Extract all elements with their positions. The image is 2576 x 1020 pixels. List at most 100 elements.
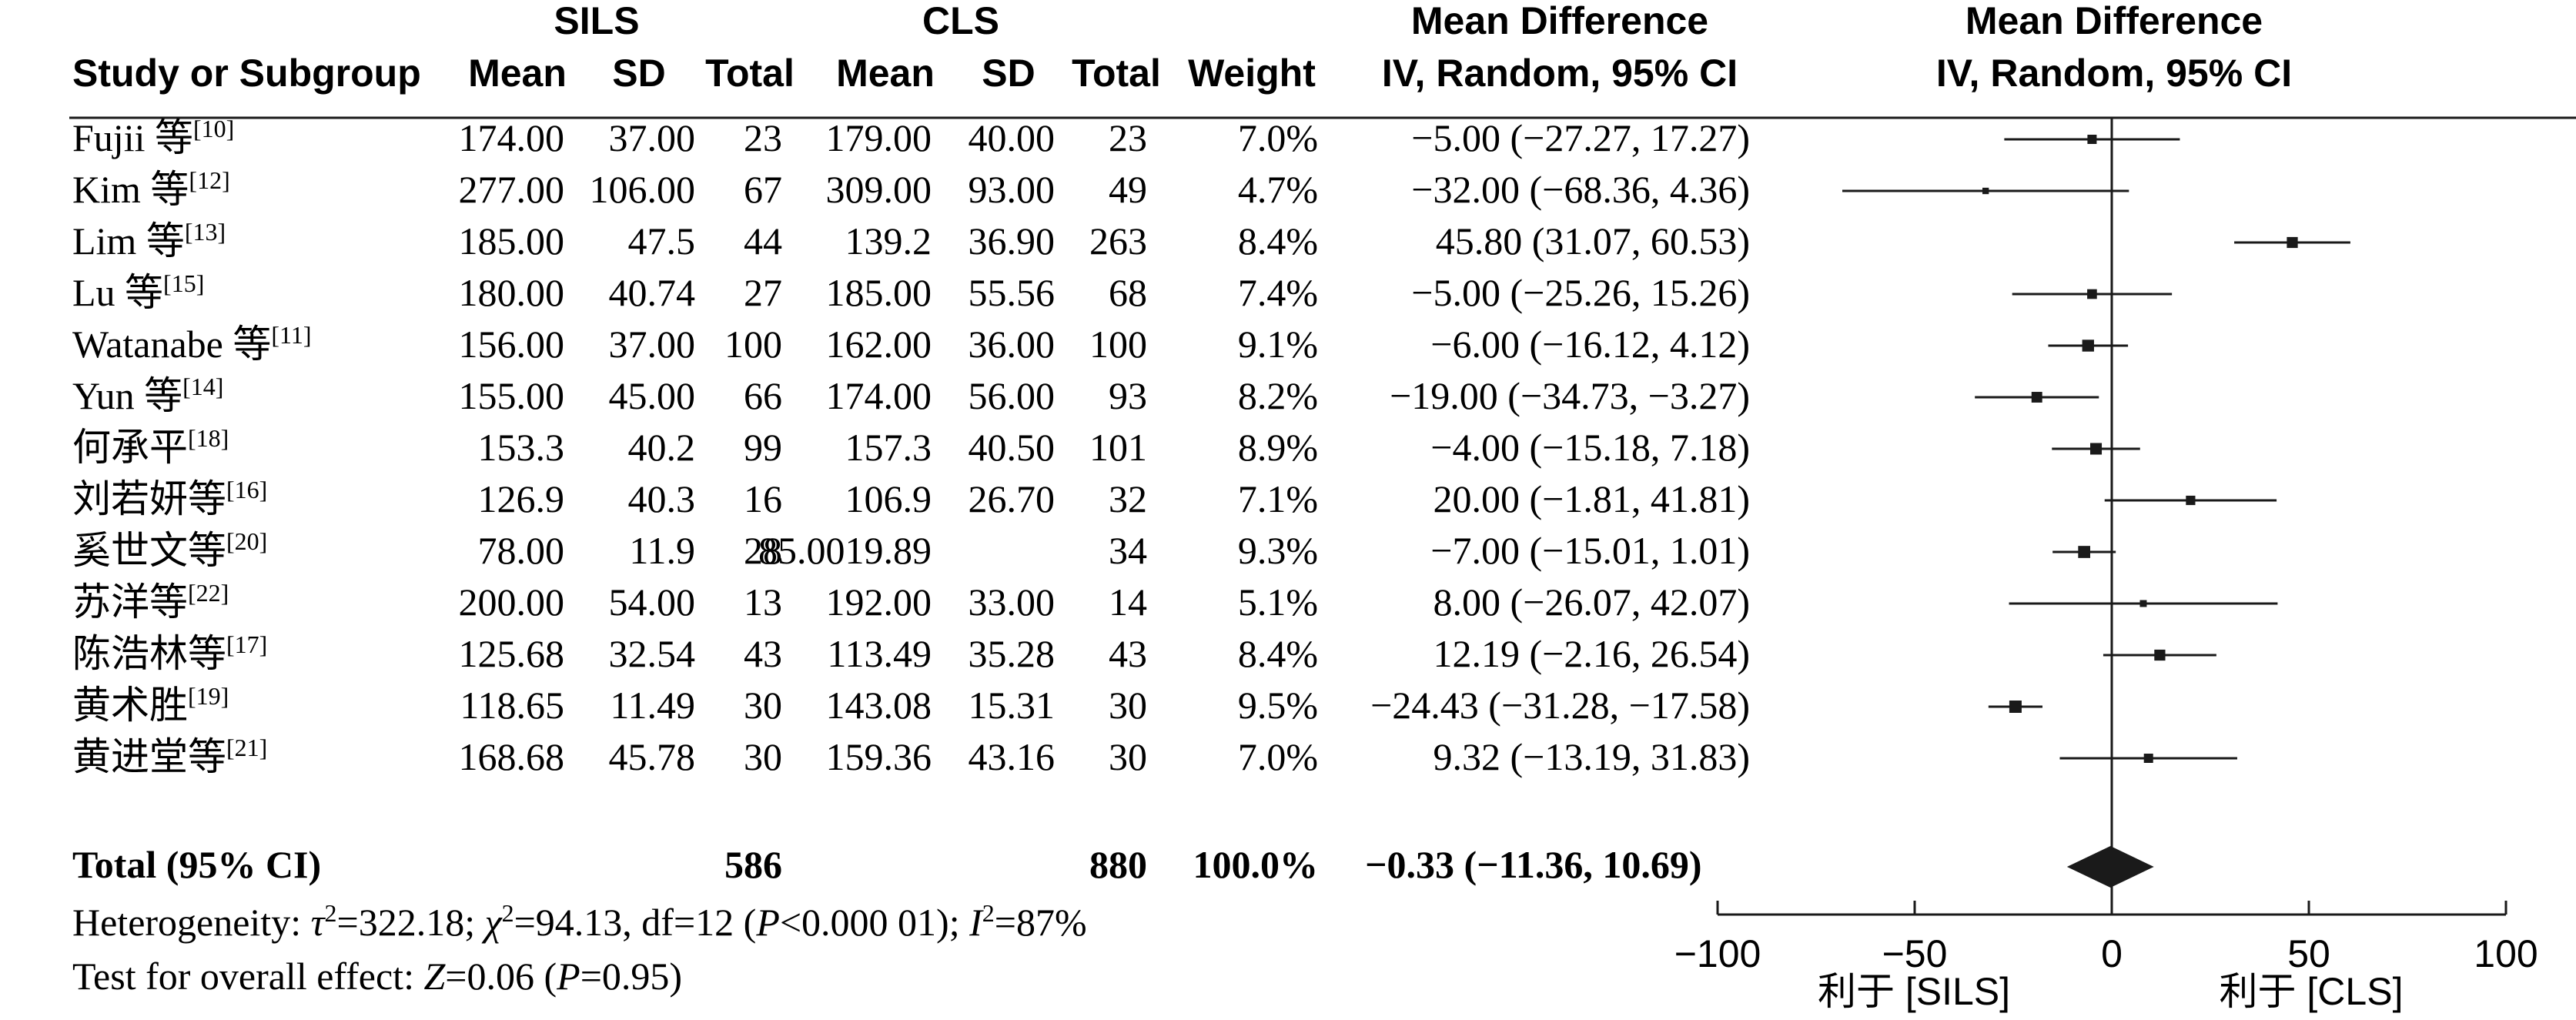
x-tick-label: −100 bbox=[1674, 932, 1761, 975]
sils-total-cell: 28 bbox=[744, 529, 782, 572]
weight-cell: 8.9% bbox=[1238, 426, 1318, 469]
sils-total-cell: 13 bbox=[744, 580, 782, 624]
cls-total-cell: 34 bbox=[1109, 529, 1147, 572]
heterogeneity-text: Heterogeneity: τ2=322.18; χ2=94.13, df=1… bbox=[72, 899, 1087, 944]
cls-sd-cell: 36.00 bbox=[969, 323, 1055, 366]
ci-text-cell: −32.00 (−68.36, 4.36) bbox=[1411, 168, 1750, 211]
sils-total-cell: 30 bbox=[744, 684, 782, 727]
x-tick-label: 50 bbox=[2287, 932, 2330, 975]
study-name: 苏洋等[22] bbox=[72, 579, 229, 624]
sils-mean-cell: 118.65 bbox=[460, 684, 564, 727]
weight-cell: 4.7% bbox=[1238, 168, 1318, 211]
sils-mean-cell: 126.9 bbox=[478, 477, 565, 520]
ci-text-cell: −6.00 (−16.12, 4.12) bbox=[1430, 323, 1750, 366]
sils-total-cell: 23 bbox=[744, 116, 782, 159]
cls-sd-cell: 40.00 bbox=[969, 116, 1055, 159]
sils-total-cell: 43 bbox=[744, 632, 782, 675]
point-estimate bbox=[2078, 546, 2090, 558]
point-estimate bbox=[2186, 495, 2196, 506]
study-name: 黄进堂等[21] bbox=[72, 734, 267, 778]
sils-total-cell: 99 bbox=[744, 426, 782, 469]
cls-mean-cell: 157.3 bbox=[845, 426, 932, 469]
study-name: 奚世文等[20] bbox=[72, 527, 267, 572]
forest-plot-area: −100 −50 0 50 100 bbox=[1674, 118, 2538, 975]
weight-cell: 9.5% bbox=[1238, 684, 1318, 727]
sils-total-cell: 16 bbox=[744, 477, 782, 520]
cls-total-cell: 101 bbox=[1089, 426, 1147, 469]
ci-text-cell: 45.80 (31.07, 60.53) bbox=[1436, 219, 1750, 263]
study-row: Watanabe 等[11] 156.00 37.00 100 162.00 36.00 1… bbox=[72, 321, 1750, 366]
study-name: Lu 等[15] bbox=[72, 269, 204, 314]
sils-mean-cell: 200.00 bbox=[459, 580, 565, 624]
weight-cell: 7.4% bbox=[1238, 271, 1318, 314]
study-name: 陈浩林等[17] bbox=[72, 630, 267, 675]
favours-right-label: 利于 [CLS] bbox=[2220, 970, 2404, 1013]
weight-cell: 9.3% bbox=[1238, 529, 1318, 572]
point-estimate bbox=[2154, 649, 2166, 661]
md-table-header-title: Mean Difference bbox=[1411, 0, 1708, 42]
study-name: 何承平[18] bbox=[72, 424, 229, 469]
total-label: Total (95% CI) bbox=[72, 843, 321, 886]
study-row: 黄进堂等[21] 168.68 45.78 30 159.36 43.16 30 7.0% 9.… bbox=[72, 734, 1750, 778]
cls-mean-cell: 179.00 bbox=[826, 116, 932, 159]
study-name: Watanabe 等[11] bbox=[72, 321, 311, 366]
sils-mean-cell: 277.00 bbox=[459, 168, 565, 211]
sils-sd-cell: 45.78 bbox=[609, 735, 696, 778]
md-plot-header-method: IV, Random, 95% CI bbox=[1936, 52, 2292, 95]
ci-text-cell: −19.00 (−34.73, −3.27) bbox=[1390, 374, 1750, 417]
ci-text-cell: −7.00 (−15.01, 1.01) bbox=[1430, 529, 1750, 572]
sils-mean-cell: 168.68 bbox=[459, 735, 565, 778]
cls-total-cell: 32 bbox=[1109, 477, 1147, 520]
sils-sd-cell: 54.00 bbox=[609, 580, 696, 624]
sils-sd-cell: 47.5 bbox=[628, 219, 696, 263]
x-tick-label: 0 bbox=[2101, 932, 2123, 975]
weight-cell: 8.4% bbox=[1238, 632, 1318, 675]
study-row: 刘若妍等[16] 126.9 40.3 16 106.9 26.70 32 7.1% 20.00… bbox=[72, 476, 1750, 520]
cls-total-cell: 49 bbox=[1109, 168, 1147, 211]
total2-col-header: Total bbox=[1072, 52, 1161, 95]
study-name: 黄术胜[19] bbox=[72, 682, 229, 727]
cls-sd-cell: 55.56 bbox=[969, 271, 1055, 314]
sils-total-cell: 100 bbox=[724, 323, 782, 366]
cls-sd-cell: 26.70 bbox=[969, 477, 1055, 520]
weight-cell: 8.2% bbox=[1238, 374, 1318, 417]
sils-sd-cell: 11.49 bbox=[610, 684, 695, 727]
total-weight: 100.0% bbox=[1193, 843, 1319, 886]
mean1-col-header: Mean bbox=[468, 52, 567, 95]
cls-mean-cell: 143.08 bbox=[826, 684, 932, 727]
study-row: 苏洋等[22] 200.00 54.00 13 192.00 33.00 14 5.1% 8.0… bbox=[72, 579, 1750, 624]
point-estimate bbox=[2031, 392, 2042, 403]
favours-left-label: 利于 [SILS] bbox=[1818, 970, 2010, 1013]
point-estimate bbox=[2087, 289, 2097, 299]
sils-sd-cell: 40.2 bbox=[628, 426, 696, 469]
sd2-col-header: SD bbox=[982, 52, 1035, 95]
ci-text-cell: 12.19 (−2.16, 26.54) bbox=[1434, 632, 1751, 675]
sils-sd-cell: 11.9 bbox=[629, 529, 695, 572]
cls-sd-cell: 33.00 bbox=[969, 580, 1055, 624]
cls-mean-cell: 106.9 bbox=[845, 477, 932, 520]
study-row: 陈浩林等[17] 125.68 32.54 43 113.49 35.28 43 8.4% 12… bbox=[72, 630, 1750, 675]
total-ci-text: −0.33 (−11.36, 10.69) bbox=[1365, 843, 1702, 886]
cls-mean-cell: 162.00 bbox=[826, 323, 932, 366]
study-row: Kim 等[12] 277.00 106.00 67 309.00 93.00 49 4.7%… bbox=[72, 166, 1750, 211]
cls-total-cell: 43 bbox=[1109, 632, 1147, 675]
sils-sd-cell: 37.00 bbox=[609, 116, 696, 159]
total-n1: 586 bbox=[724, 843, 782, 886]
cls-total-cell: 100 bbox=[1089, 323, 1147, 366]
ci-text-cell: −5.00 (−27.27, 17.27) bbox=[1411, 116, 1750, 159]
study-name: 刘若妍等[16] bbox=[72, 476, 267, 520]
weight-cell: 8.4% bbox=[1238, 219, 1318, 263]
cls-mean-cell: 85.0019.89 bbox=[758, 529, 932, 572]
cls-mean-cell: 113.49 bbox=[827, 632, 932, 675]
ci-text-cell: 9.32 (−13.19, 31.83) bbox=[1434, 735, 1751, 778]
study-name: Lim 等[13] bbox=[72, 218, 226, 263]
group1-header: SILS bbox=[554, 0, 639, 42]
mean2-col-header: Mean bbox=[836, 52, 935, 95]
point-estimate bbox=[2143, 754, 2153, 763]
study-row: Yun 等[14] 155.00 45.00 66 174.00 56.00 93 8.2% −… bbox=[72, 373, 1750, 417]
weight-cell: 9.1% bbox=[1238, 323, 1318, 366]
sils-mean-cell: 155.00 bbox=[459, 374, 565, 417]
ci-text-cell: 20.00 (−1.81, 41.81) bbox=[1434, 477, 1751, 520]
